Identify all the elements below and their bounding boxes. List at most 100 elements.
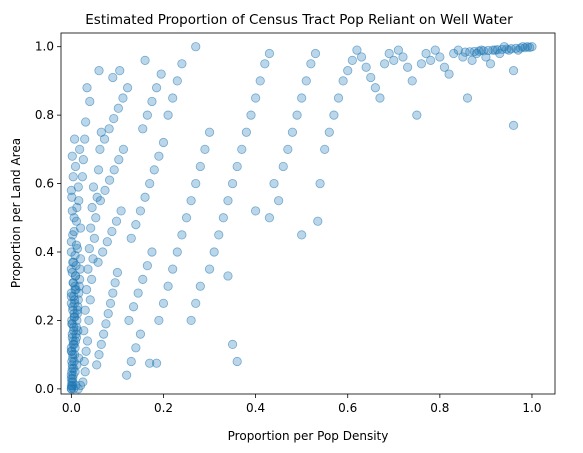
x-axis-ticks: 0.0 0.2 0.4 0.6 0.8 1.0 bbox=[62, 394, 542, 415]
data-point bbox=[218, 213, 228, 223]
data-point bbox=[479, 46, 489, 56]
data-point bbox=[138, 274, 148, 284]
data-point bbox=[147, 247, 157, 257]
data-point bbox=[158, 137, 169, 148]
data-point bbox=[370, 83, 380, 93]
data-point bbox=[237, 144, 247, 154]
data-point bbox=[186, 315, 196, 326]
data-point bbox=[292, 110, 302, 120]
data-point bbox=[84, 243, 94, 254]
data-point bbox=[107, 226, 117, 237]
data-point bbox=[68, 257, 78, 267]
data-point bbox=[145, 358, 155, 368]
y-tick-label: 0.8 bbox=[35, 108, 54, 122]
data-point bbox=[283, 144, 293, 154]
data-point bbox=[274, 196, 284, 206]
data-point bbox=[297, 230, 307, 240]
data-point bbox=[88, 254, 98, 264]
data-point bbox=[70, 271, 81, 281]
data-point bbox=[72, 243, 82, 254]
x-tick-label: 1.0 bbox=[522, 401, 541, 415]
data-point bbox=[68, 172, 78, 182]
data-point bbox=[191, 178, 201, 189]
data-point bbox=[94, 66, 104, 76]
data-point bbox=[320, 144, 330, 154]
data-point bbox=[66, 384, 76, 394]
data-point bbox=[75, 254, 86, 264]
data-point bbox=[99, 329, 109, 339]
data-point bbox=[467, 55, 477, 65]
data-point bbox=[329, 110, 339, 120]
data-point bbox=[73, 326, 83, 336]
data-point bbox=[126, 356, 136, 367]
data-point bbox=[407, 76, 417, 86]
data-point bbox=[91, 213, 101, 223]
data-point bbox=[306, 59, 316, 69]
data-point bbox=[68, 373, 78, 384]
data-point bbox=[508, 120, 519, 130]
data-point bbox=[366, 72, 376, 83]
data-point bbox=[232, 161, 242, 172]
data-point bbox=[80, 134, 90, 144]
y-tick-label: 0.0 bbox=[35, 382, 54, 396]
data-point bbox=[86, 223, 96, 233]
data-point bbox=[511, 43, 521, 54]
data-point bbox=[502, 44, 512, 54]
data-point bbox=[462, 93, 473, 103]
data-point bbox=[80, 305, 90, 315]
data-point bbox=[204, 127, 215, 137]
data-point bbox=[95, 144, 105, 154]
data-point bbox=[111, 216, 122, 226]
data-point bbox=[110, 278, 120, 288]
data-point bbox=[108, 288, 118, 298]
data-point bbox=[67, 346, 77, 356]
data-point bbox=[287, 127, 298, 137]
data-point bbox=[69, 308, 79, 319]
data-point bbox=[379, 59, 390, 69]
data-point bbox=[154, 315, 164, 326]
data-point bbox=[151, 358, 162, 368]
data-point bbox=[313, 216, 323, 226]
data-point bbox=[108, 72, 118, 83]
data-point bbox=[168, 93, 178, 103]
data-point bbox=[352, 45, 362, 55]
data-point bbox=[347, 55, 357, 65]
data-point bbox=[412, 110, 422, 120]
data-point bbox=[297, 93, 307, 103]
y-tick-label: 0.2 bbox=[35, 313, 54, 327]
data-point bbox=[104, 124, 114, 134]
data-point bbox=[416, 59, 427, 69]
data-point bbox=[260, 59, 270, 69]
data-point bbox=[95, 196, 105, 206]
y-tick-label: 1.0 bbox=[35, 40, 54, 54]
data-point bbox=[128, 302, 139, 312]
data-point bbox=[100, 185, 110, 195]
data-point bbox=[515, 43, 526, 53]
chart-title: Estimated Proportion of Census Tract Pop… bbox=[85, 12, 513, 28]
data-point bbox=[79, 356, 89, 367]
data-point bbox=[133, 288, 143, 298]
data-point bbox=[142, 261, 152, 271]
y-tick-label: 0.4 bbox=[35, 245, 54, 259]
data-point bbox=[113, 103, 123, 113]
data-point bbox=[72, 360, 82, 370]
data-point bbox=[177, 59, 187, 69]
data-point bbox=[439, 62, 450, 72]
data-point bbox=[145, 178, 155, 189]
data-point bbox=[75, 380, 86, 391]
data-point bbox=[458, 52, 468, 62]
data-point bbox=[94, 350, 104, 360]
data-point bbox=[338, 76, 348, 86]
data-point bbox=[118, 93, 128, 103]
data-point bbox=[87, 274, 97, 284]
data-point bbox=[147, 96, 157, 107]
data-point bbox=[77, 172, 88, 182]
data-point bbox=[114, 155, 124, 165]
data-point bbox=[356, 52, 367, 62]
data-point bbox=[83, 264, 93, 274]
data-point bbox=[200, 144, 210, 154]
data-point bbox=[168, 264, 178, 274]
x-tick-label: 0.2 bbox=[154, 401, 173, 415]
data-point bbox=[69, 291, 79, 302]
data-point bbox=[98, 247, 108, 257]
